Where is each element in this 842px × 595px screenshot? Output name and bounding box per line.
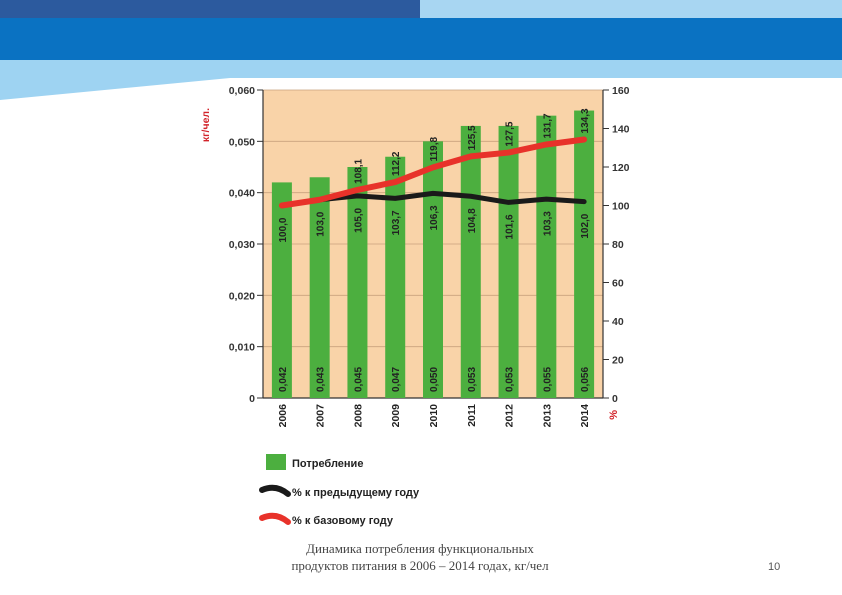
prev-year-label: 101,6 [505, 214, 516, 239]
base-year-label: 108,1 [353, 158, 364, 183]
base-year-label: 127,5 [505, 121, 516, 146]
bar-2007 [309, 177, 330, 398]
legend-label-prev-year: % к предыдущему году [292, 487, 420, 499]
prev-year-label: 106,3 [429, 205, 440, 230]
legend-label-base-year: % к базовому году [292, 515, 394, 527]
header-swoosh [0, 60, 842, 100]
x-tick-label: 2008 [352, 404, 364, 428]
bar-2010 [423, 141, 443, 399]
left-tick-label: 0,030 [229, 239, 255, 251]
right-tick-label: 160 [612, 85, 630, 97]
left-tick-label: 0,020 [229, 290, 255, 302]
prev-year-label: 100,0 [278, 217, 289, 242]
prev-year-label: 104,8 [467, 208, 478, 233]
slide-caption: Динамика потребления функциональных прод… [230, 540, 610, 574]
prev-year-label: 102,0 [580, 213, 591, 238]
base-year-label: 134,3 [580, 108, 591, 133]
prev-year-label: 103,0 [316, 211, 327, 236]
caption-line-1: Динамика потребления функциональных [306, 541, 534, 556]
right-tick-label: 60 [612, 278, 624, 290]
right-tick-label: 0 [612, 393, 618, 405]
x-tick-label: 2014 [579, 404, 591, 428]
base-year-label: 112,2 [391, 151, 402, 176]
consumption-chart: 0 0,010 0,020 0,030 0,040 0,050 0,060 0 20 40 60 80… [200, 85, 630, 427]
prev-year-label: 105,0 [353, 207, 364, 232]
left-tick-label: 0,050 [229, 136, 255, 148]
bar-value-label: 0,053 [467, 367, 478, 392]
bar-2013 [536, 115, 557, 398]
x-tick-label: 2013 [541, 404, 553, 428]
base-year-label: 131,7 [542, 113, 553, 138]
x-tick-label: 2010 [428, 404, 440, 428]
caption-line-2: продуктов питания в 2006 – 2014 годах, к… [291, 558, 549, 573]
bar-2006 [271, 182, 292, 398]
left-axis-unit: кг/чел. [200, 108, 212, 142]
plot-area: 0 0,010 0,020 0,030 0,040 0,050 0,060 0 20 40 60 80… [200, 85, 630, 427]
x-tick-label: 2006 [277, 404, 289, 428]
bar-2012 [498, 125, 519, 398]
prev-year-label: 103,7 [391, 210, 402, 235]
bar-value-label: 0,056 [580, 367, 591, 392]
prev-year-label: 103,3 [542, 211, 553, 236]
bar-value-label: 0,043 [316, 367, 327, 392]
x-tick-label: 2007 [315, 404, 327, 428]
right-tick-label: 80 [612, 239, 624, 251]
bar-2011 [460, 125, 481, 398]
bar-value-label: 0,045 [353, 367, 364, 392]
base-year-label: 125,5 [467, 125, 478, 150]
right-tick-label: 120 [612, 162, 630, 174]
legend-swatch-consumption [266, 454, 286, 470]
left-tick-label: 0 [249, 393, 255, 405]
bar-value-label: 0,053 [505, 367, 516, 392]
bar-2009 [385, 156, 406, 398]
bar-value-label: 0,047 [391, 367, 402, 392]
bar-2008 [347, 167, 368, 398]
page-number: 10 [768, 561, 781, 573]
legend-swatch-base-year [259, 512, 291, 525]
right-tick-label: 20 [612, 355, 624, 367]
bar-2014 [574, 110, 595, 399]
right-tick-label: 140 [612, 124, 630, 136]
header-light-wedge [420, 0, 842, 20]
header-main-band [0, 18, 842, 60]
base-year-label: 119,8 [429, 136, 440, 161]
left-tick-label: 0,060 [229, 85, 255, 97]
x-tick-label: 2012 [504, 404, 516, 428]
base-year-line [278, 136, 588, 209]
legend-label-consumption: Потребление [292, 458, 363, 470]
x-tick-label: 2009 [390, 404, 402, 428]
slide-header-decoration [0, 0, 842, 100]
bar-value-label: 0,050 [429, 367, 440, 392]
right-axis-unit: % [608, 410, 620, 420]
x-tick-label: 2011 [466, 404, 478, 427]
bar-value-label: 0,055 [542, 367, 553, 392]
left-tick-label: 0,040 [229, 188, 255, 200]
right-tick-label: 100 [612, 201, 630, 213]
bar-value-label: 0,042 [278, 367, 289, 392]
left-tick-label: 0,010 [229, 342, 255, 354]
right-tick-label: 40 [612, 316, 624, 328]
chart-legend: Потребление % к предыдущему году % к базов… [259, 454, 420, 527]
legend-swatch-prev-year [259, 484, 291, 497]
